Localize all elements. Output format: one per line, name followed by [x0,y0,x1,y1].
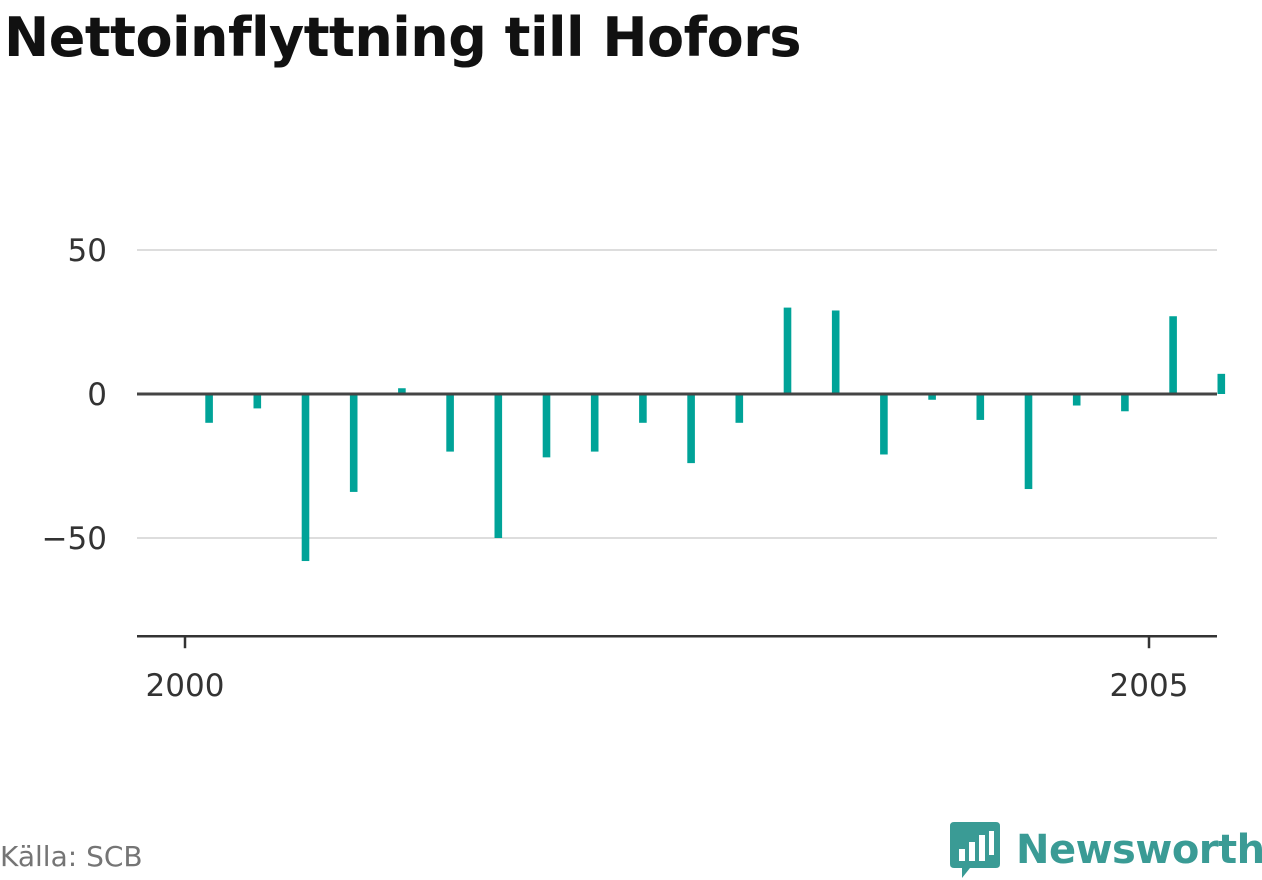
bar [253,394,262,409]
newsworthy-bar-chart-bubble-icon [950,822,1000,878]
bar [446,394,454,452]
brand-logo-group[interactable]: Newsworthy [950,820,1262,880]
x-axis [137,634,1217,649]
bar [349,394,358,492]
bar [590,394,599,452]
y-tick-label: 50 [68,233,107,269]
y-axis-labels: −50 0 50 [42,233,107,557]
bar [1072,394,1081,406]
bar [831,310,840,394]
bar [1121,394,1129,412]
bar [542,394,551,458]
x-tick-label: 2005 [1110,668,1189,704]
y-tick-label: −50 [42,521,107,557]
bar [783,307,792,394]
bar [205,394,213,423]
bar [1024,394,1033,490]
chart-title: Nettoinflyttning till Hofors [4,6,801,69]
bar [301,394,310,562]
bar [687,394,695,464]
x-axis-labels: 200020052010201520202025 [146,668,1189,704]
bar [735,394,744,423]
bars [205,307,1226,562]
y-tick-label: 0 [87,377,107,413]
bar [928,394,936,400]
source-note: Källa: SCB [0,840,143,873]
bar [639,394,647,423]
bar [1217,373,1226,394]
grid-lines [137,249,1217,539]
bar [494,394,503,538]
bar [398,388,406,394]
bar [976,394,985,420]
bar [880,394,888,455]
bar [1169,316,1177,394]
brand-name: Newsworthy [1016,827,1262,873]
x-tick-label: 2000 [146,668,225,704]
